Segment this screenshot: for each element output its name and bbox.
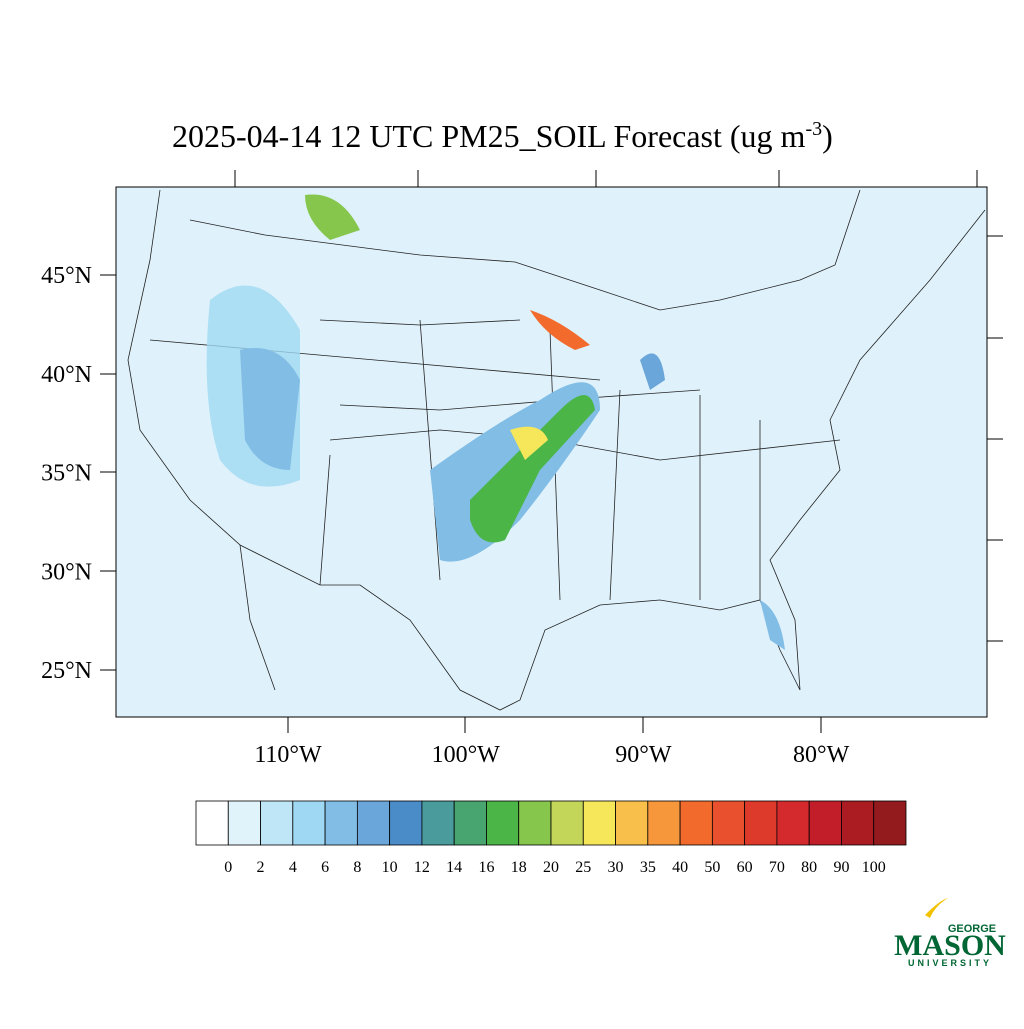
colorbar-box [873,800,907,846]
colorbar-box [260,800,294,846]
lat-label: 25°N [41,658,92,684]
colorbar-label: 18 [511,859,527,876]
title-text: 2025-04-14 12 UTC PM25_SOIL Forecast (ug… [172,118,806,154]
colorbar-box [615,800,649,846]
colorbar-box [389,800,423,846]
colorbar-label: 80 [801,859,817,876]
colorbar-box [744,800,778,846]
lon-label: 80°W [793,742,850,768]
lon-label: 100°W [432,742,501,768]
colorbar-box [518,800,552,846]
colorbar-box [324,800,358,846]
colorbar-label: 20 [543,859,559,876]
colorbar-label: 50 [704,859,720,876]
colorbar-box [550,800,584,846]
colorbar-label: 14 [446,859,462,876]
colorbar-label: 70 [769,859,785,876]
colorbar-box [195,800,229,846]
colorbar-label: 30 [608,859,624,876]
colorbar-label: 90 [833,859,849,876]
colorbar-box [453,800,487,846]
colorbar-label: 4 [289,859,297,876]
colorbar-label: 12 [414,859,430,876]
colorbar-label: 2 [257,859,265,876]
title-superscript: -3 [805,118,822,140]
title: 2025-04-14 12 UTC PM25_SOIL Forecast (ug… [172,118,833,154]
lat-label: 40°N [41,362,92,388]
lat-label: 35°N [41,461,92,487]
lat-label: 45°N [41,263,92,289]
colorbar-box [711,800,746,846]
colorbar-box [776,800,810,846]
colorbar-box [582,800,616,846]
concentration-field [206,194,785,650]
lat-label: 30°N [41,559,92,585]
colorbar-box [679,800,713,846]
colorbar-label: 35 [640,859,656,876]
frame-ticks [100,170,1003,733]
logo-main: MASON [894,929,1006,962]
colorbar-label: 60 [737,859,753,876]
colorbar-label: 6 [321,859,329,876]
logo-top: GEORGE [948,923,996,935]
colorbar-label: 40 [672,859,688,876]
logo: GEORGE MASON UNIVERSITY [894,898,1006,968]
colorbar-box [808,800,842,846]
map [100,170,1003,733]
colorbar-box [421,800,455,846]
lon-label: 90°W [615,742,672,768]
colorbar-label: 100 [862,859,886,876]
colorbar-box [292,800,326,846]
colorbar-label: 10 [382,859,398,876]
logo-bottom: UNIVERSITY [908,958,992,968]
title-end: ) [822,118,833,154]
colorbar-label: 0 [224,859,232,876]
colorbar-label: 25 [575,859,591,876]
lon-label: 110°W [254,742,322,768]
colorbar-box [227,800,261,846]
colorbar-label: 16 [478,859,494,876]
colorbar-box [356,800,391,846]
colorbar-label: 8 [353,859,361,876]
colorbar-box [486,800,520,846]
colorbar-box [841,800,875,846]
colorbar-box [647,800,681,846]
